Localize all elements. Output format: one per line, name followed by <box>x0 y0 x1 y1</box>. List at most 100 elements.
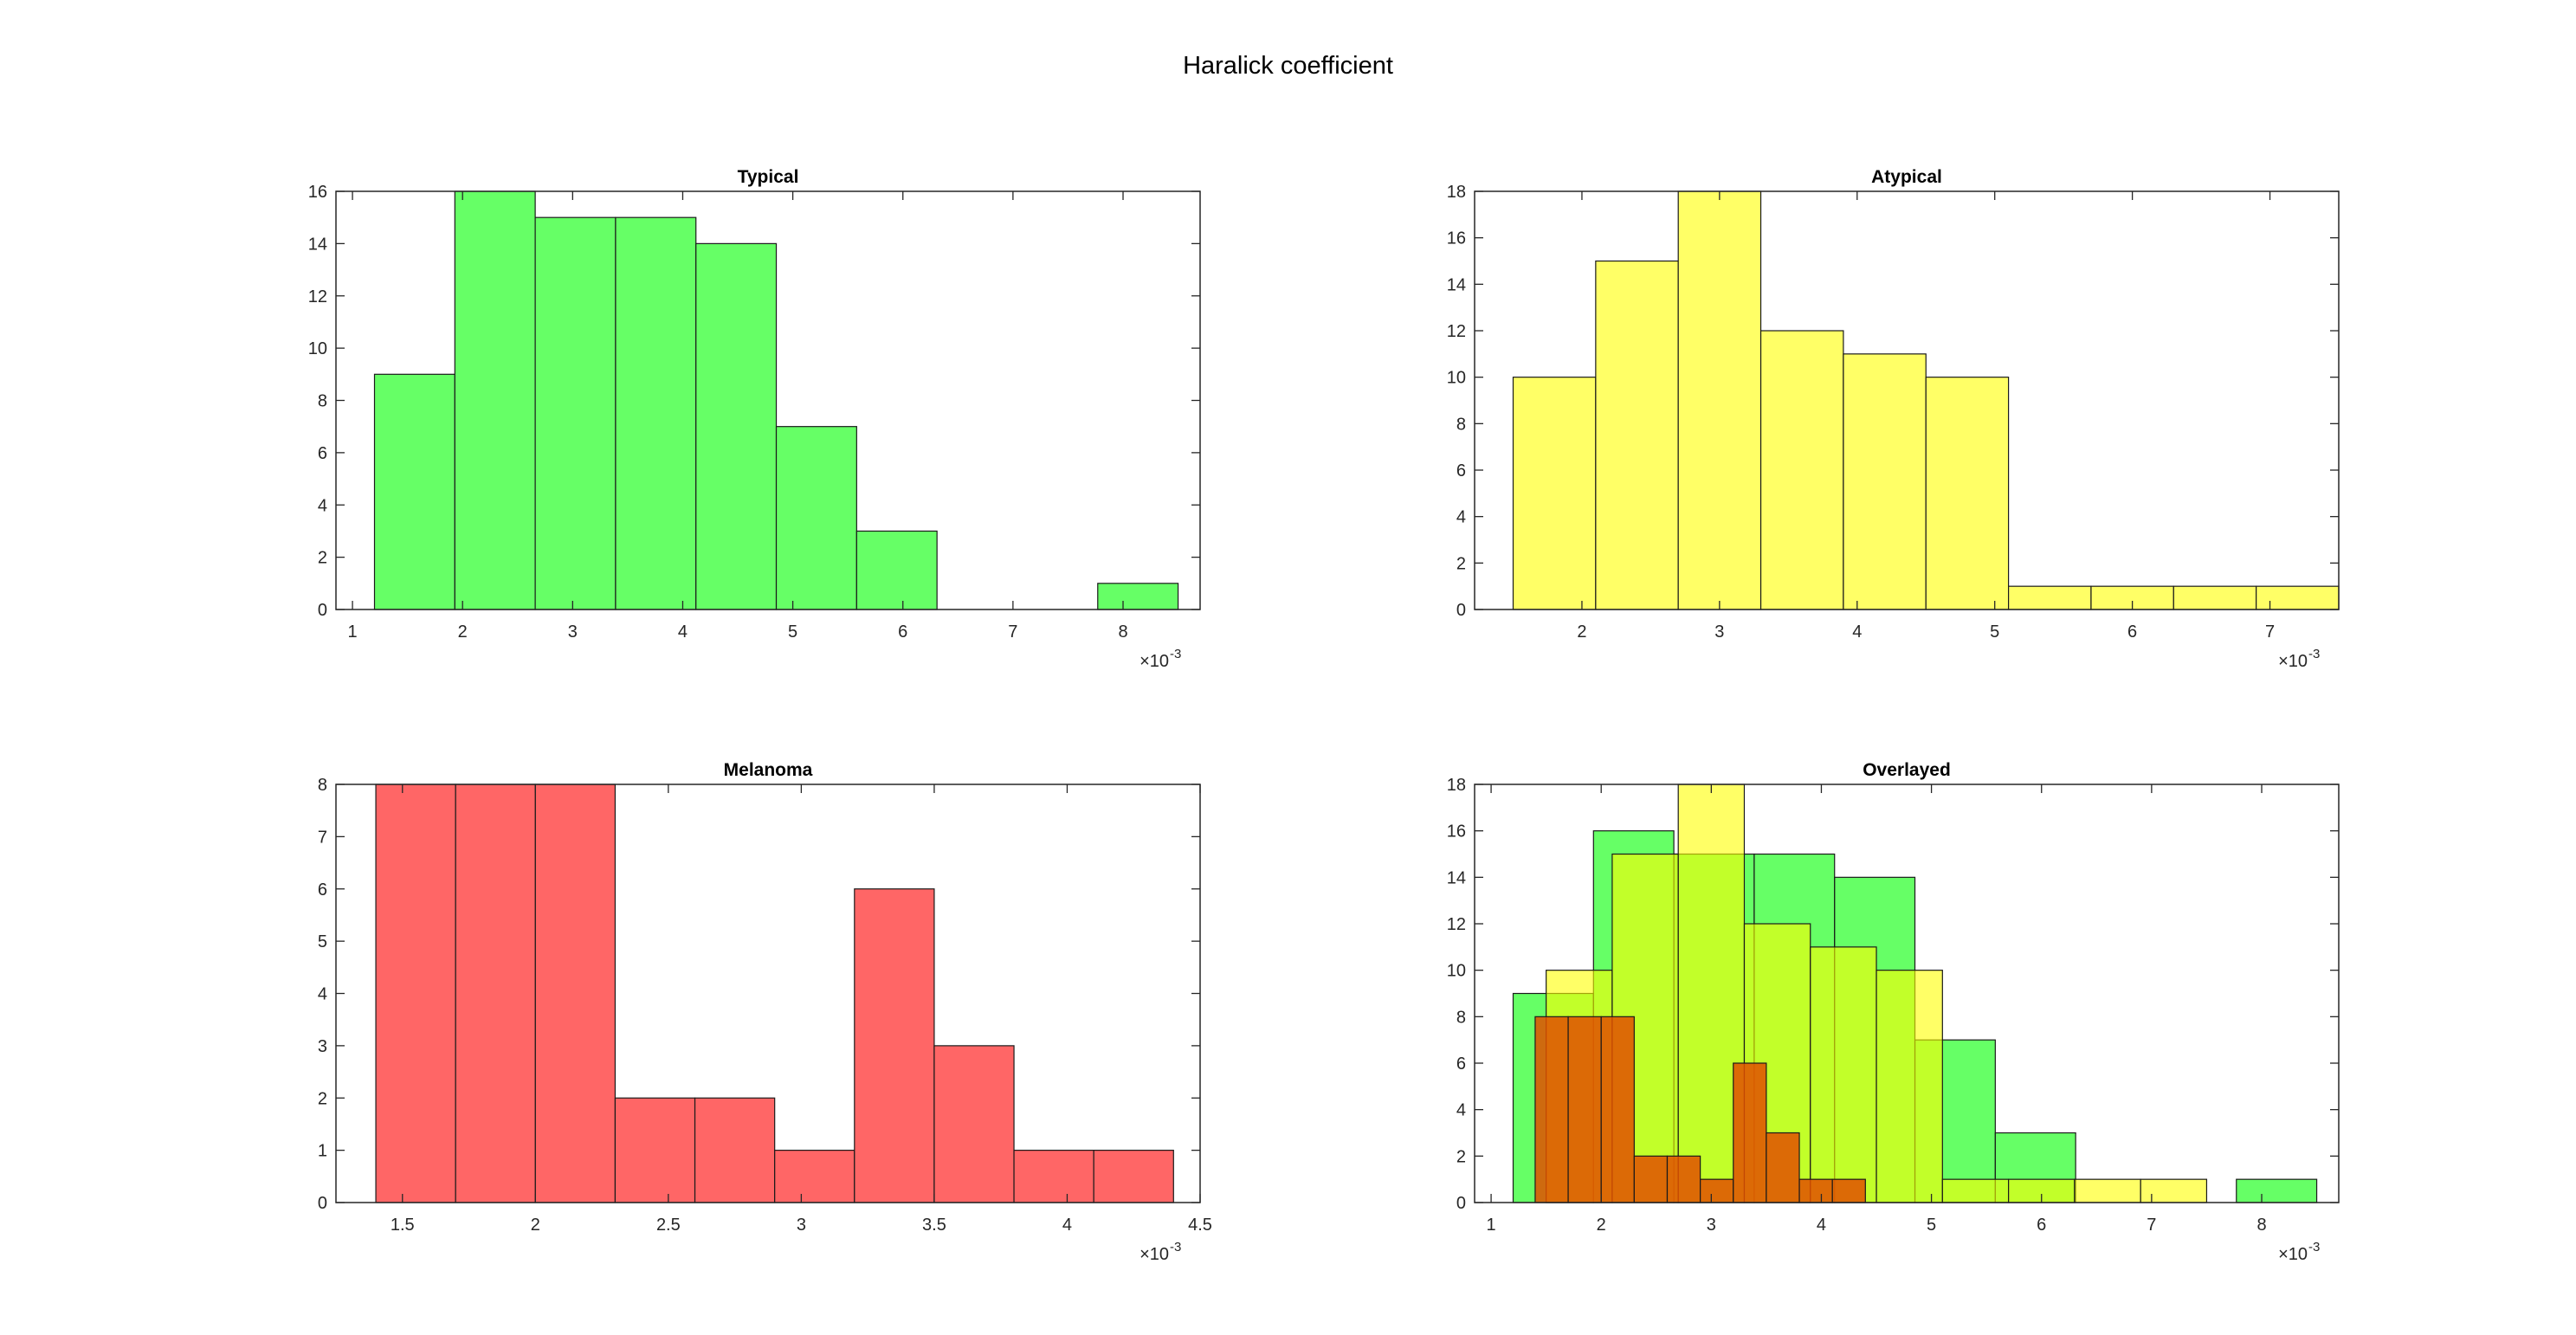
histogram-bar <box>1093 1150 1174 1203</box>
y-tick-label: 3 <box>318 1037 327 1056</box>
histogram-bar <box>373 373 455 610</box>
y-tick-label: 2 <box>1456 554 1466 573</box>
histogram-bar <box>375 784 456 1203</box>
axes-melanoma: 1.5 2 2.5 3 3.5 4 4.5 0 1 2 3 4 5 6 7 8 Melanoma ×10 -3 <box>318 760 1212 1264</box>
histogram-bar <box>1700 1178 1734 1203</box>
histogram-bar <box>2172 585 2257 610</box>
y-tick-label: 12 <box>1447 322 1466 341</box>
x-tick-label: 3.5 <box>922 1216 946 1235</box>
histogram-bar <box>2140 1178 2208 1203</box>
x-tick-label: 3 <box>568 622 578 642</box>
y-tick-label: 10 <box>1447 369 1466 388</box>
y-tick-label: 12 <box>308 287 327 306</box>
histogram-bar <box>454 190 536 610</box>
y-tick-label: 6 <box>1456 1054 1466 1074</box>
axes-title: Typical <box>738 167 799 187</box>
y-tick-label: 4 <box>318 985 327 1004</box>
histogram-bar <box>1633 1155 1669 1203</box>
x-tick-label: 3 <box>1714 622 1724 642</box>
histogram-bar <box>854 888 935 1203</box>
x-tick-label: 7 <box>1008 622 1017 642</box>
histogram-bar <box>855 530 938 610</box>
histogram-bar <box>1831 1178 1866 1203</box>
x-tick-label: 5 <box>788 622 797 642</box>
x-tick-label: 3 <box>1707 1216 1716 1235</box>
histogram-bar <box>455 784 536 1203</box>
x-tick-label: 2 <box>1597 1216 1606 1235</box>
axes-box <box>1474 190 2340 610</box>
histogram-bar <box>2256 585 2340 610</box>
y-tick-label: 4 <box>318 496 327 515</box>
y-tick-label: 6 <box>318 880 327 900</box>
histogram-bar <box>1843 353 1927 610</box>
x-tick-label: 7 <box>2265 622 2275 642</box>
y-tick-label: 2 <box>1456 1147 1466 1166</box>
x-tick-label: 4 <box>1062 1216 1072 1235</box>
x-tick-label: 2.5 <box>656 1216 681 1235</box>
histogram-bar <box>1677 190 1762 610</box>
x-tick-label: 6 <box>2127 622 2137 642</box>
y-tick-label: 8 <box>318 776 327 795</box>
x-tick-label: 4 <box>678 622 688 642</box>
x-tick-label: 8 <box>2256 1216 2266 1235</box>
series-1 <box>373 190 1179 610</box>
histogram-bar <box>1941 1178 2010 1203</box>
y-tick-label: 18 <box>1447 183 1466 202</box>
histogram-bar <box>1013 1150 1094 1203</box>
histogram-bar <box>695 242 778 610</box>
x-tick-label: 4 <box>1817 1216 1826 1235</box>
y-tick-label: 4 <box>1456 508 1466 527</box>
y-tick-label: 8 <box>1456 1008 1466 1027</box>
histogram-bar <box>1600 1016 1635 1203</box>
y-tick-label: 4 <box>1456 1101 1466 1120</box>
histogram-bar <box>1097 583 1179 610</box>
figure-title: Haralick coefficient <box>1183 52 1393 80</box>
axes-box <box>1474 784 2340 1203</box>
x-tick-label: 5 <box>1927 1216 1936 1235</box>
y-tick-label: 5 <box>318 932 327 951</box>
histogram-bar <box>1925 377 2010 610</box>
histogram-bar <box>1666 1155 1701 1203</box>
y-tick-label: 16 <box>308 183 327 202</box>
x-exponent-label: ×10 <box>1140 1245 1169 1264</box>
y-tick-label: 0 <box>318 601 327 620</box>
y-tick-label: 1 <box>318 1142 327 1161</box>
axes-title: Atypical <box>1871 167 1942 187</box>
y-tick-label: 8 <box>1456 415 1466 434</box>
x-tick-label: 6 <box>898 622 907 642</box>
histogram-bar <box>933 1045 1015 1203</box>
y-tick-label: 14 <box>308 235 327 254</box>
histogram-bar <box>2090 585 2174 610</box>
histogram-bar <box>1766 1132 1800 1203</box>
x-tick-label: 2 <box>531 1216 540 1235</box>
histogram-bar <box>1595 260 1679 610</box>
histogram-bar <box>694 1097 776 1203</box>
histogram-bar <box>1876 970 1943 1203</box>
histogram-bar <box>1534 1016 1569 1203</box>
y-tick-label: 2 <box>318 1089 327 1108</box>
histogram-bar <box>1733 1062 1767 1203</box>
x-tick-label: 4 <box>1852 622 1862 642</box>
histogram-bar <box>1798 1178 1833 1203</box>
x-tick-label: 5 <box>1990 622 1999 642</box>
y-tick-label: 18 <box>1447 776 1466 795</box>
x-exponent-power: -3 <box>2308 1240 2320 1254</box>
y-tick-label: 10 <box>1447 962 1466 981</box>
x-tick-label: 4.5 <box>1188 1216 1212 1235</box>
x-tick-label: 7 <box>2147 1216 2156 1235</box>
y-tick-label: 10 <box>308 339 327 358</box>
y-tick-label: 0 <box>1456 601 1466 620</box>
histogram-bar <box>774 1150 855 1203</box>
x-exponent-power: -3 <box>1170 1240 1181 1254</box>
x-tick-label: 8 <box>1118 622 1127 642</box>
x-tick-label: 3 <box>797 1216 806 1235</box>
histogram-bar <box>2074 1178 2141 1203</box>
y-tick-label: 16 <box>1447 229 1466 248</box>
y-tick-label: 6 <box>1456 461 1466 480</box>
axes-atypical: 2 3 4 5 6 7 0 2 4 6 8 10 12 14 16 18 Atypical ×10 -3 <box>1447 167 2340 671</box>
x-tick-label: 1.5 <box>391 1216 415 1235</box>
histogram-bar <box>1810 946 1877 1203</box>
